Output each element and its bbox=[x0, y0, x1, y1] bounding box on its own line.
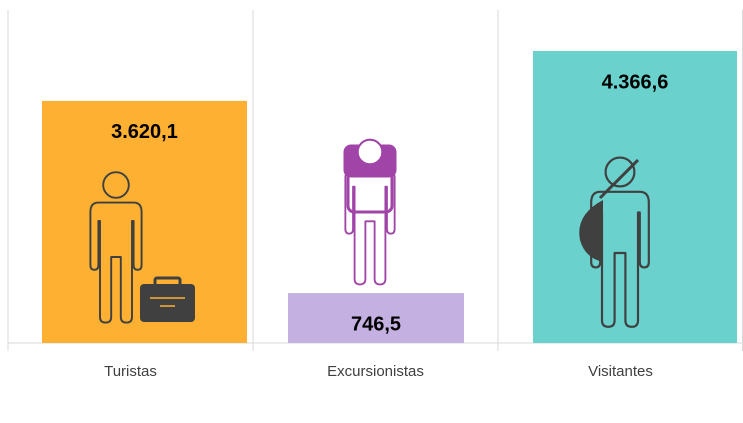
category-label: Visitantes bbox=[588, 363, 653, 380]
excursionist-icon bbox=[344, 138, 396, 286]
suitcase-icon bbox=[140, 276, 195, 322]
category-label: Turistas bbox=[104, 363, 157, 380]
bar bbox=[288, 293, 464, 343]
value-label: 4.366,6 bbox=[602, 71, 669, 93]
icons bbox=[89, 138, 650, 328]
value-label: 746,5 bbox=[351, 313, 401, 335]
bar bbox=[533, 51, 737, 343]
value-label: 3.620,1 bbox=[111, 121, 178, 143]
category-label: Excursionistas bbox=[327, 363, 424, 380]
